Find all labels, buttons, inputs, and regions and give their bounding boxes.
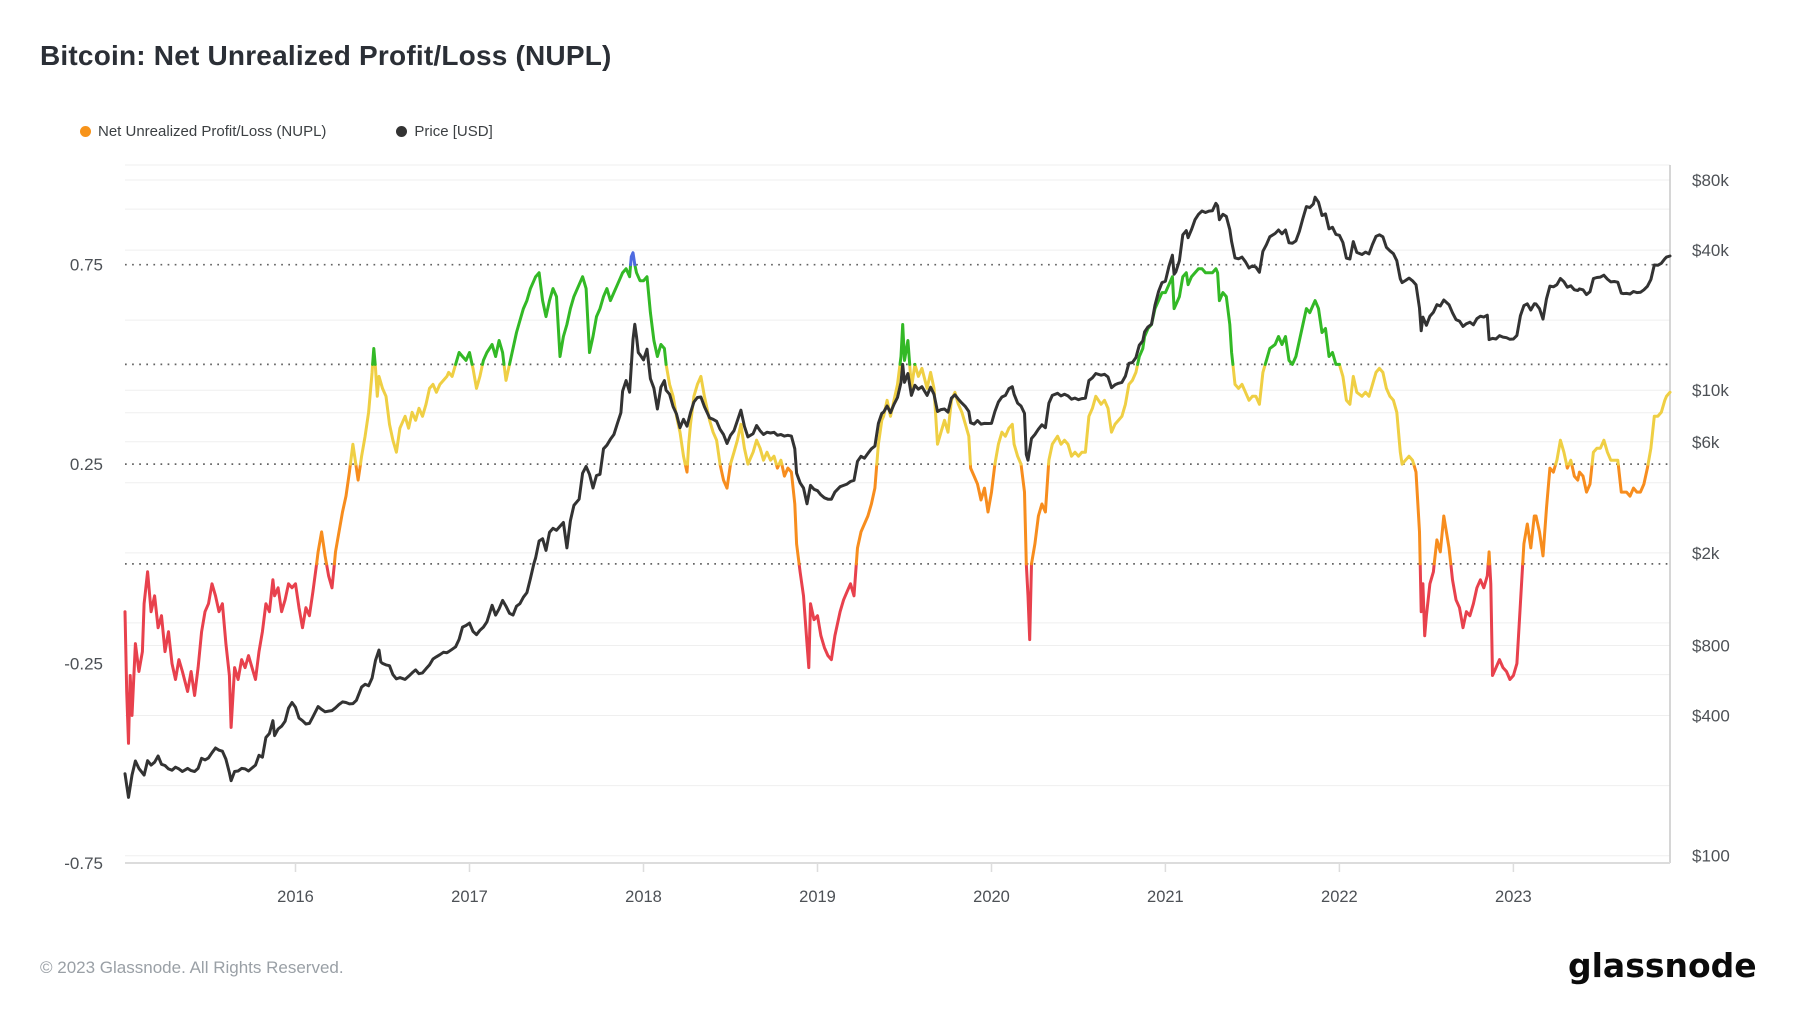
x-axis-label: 2023: [1495, 888, 1532, 906]
nupl-legend-dot-icon: [80, 126, 91, 137]
x-axis-label: 2019: [799, 888, 836, 906]
copyright-text: © 2023 Glassnode. All Rights Reserved.: [40, 958, 344, 977]
nupl-axis-label: 0.75: [70, 256, 103, 275]
nupl-axis-label: -0.25: [64, 655, 103, 674]
x-axis-label: 2022: [1321, 888, 1358, 906]
price-axis-label: $800: [1692, 637, 1730, 656]
legend-item-nupl-label: Net Unrealized Profit/Loss (NUPL): [98, 123, 327, 140]
x-axis-label: 2017: [451, 888, 488, 906]
x-axis-label: 2020: [973, 888, 1010, 906]
x-axis-label: 2018: [625, 888, 662, 906]
legend-item-price-label: Price [USD]: [414, 123, 493, 140]
price-axis-label: $80k: [1692, 171, 1729, 190]
glassnode-logo[interactable]: glassnode: [1568, 946, 1757, 985]
nupl-line: [629, 251, 637, 267]
legend-item-nupl[interactable]: Net Unrealized Profit/Loss (NUPL): [80, 123, 326, 140]
page-title: Bitcoin: Net Unrealized Profit/Loss (NUP…: [40, 40, 612, 71]
nupl-axis-label: -0.75: [64, 854, 103, 873]
price-axis-label: $6k: [1692, 433, 1720, 452]
price-axis-label: $2k: [1692, 544, 1720, 563]
price-axis-label: $100: [1692, 847, 1730, 866]
legend-item-price[interactable]: Price [USD]: [396, 123, 493, 140]
nupl-line: [348, 362, 1672, 466]
price-axis-label: $400: [1692, 707, 1730, 726]
legend: Net Unrealized Profit/Loss (NUPL) Price …: [80, 123, 563, 140]
x-axis-label: 2021: [1147, 888, 1184, 906]
nupl-axis-label: 0.25: [70, 455, 103, 474]
price-axis-label: $40k: [1692, 241, 1729, 260]
nupl-line: [315, 462, 1650, 566]
price-line: [123, 195, 1672, 799]
price-axis-label: $10k: [1692, 381, 1729, 400]
price-legend-dot-icon: [396, 126, 408, 137]
nupl-line: [371, 263, 1341, 366]
nupl-line: [123, 562, 1525, 745]
x-axis-label: 2016: [277, 888, 314, 906]
